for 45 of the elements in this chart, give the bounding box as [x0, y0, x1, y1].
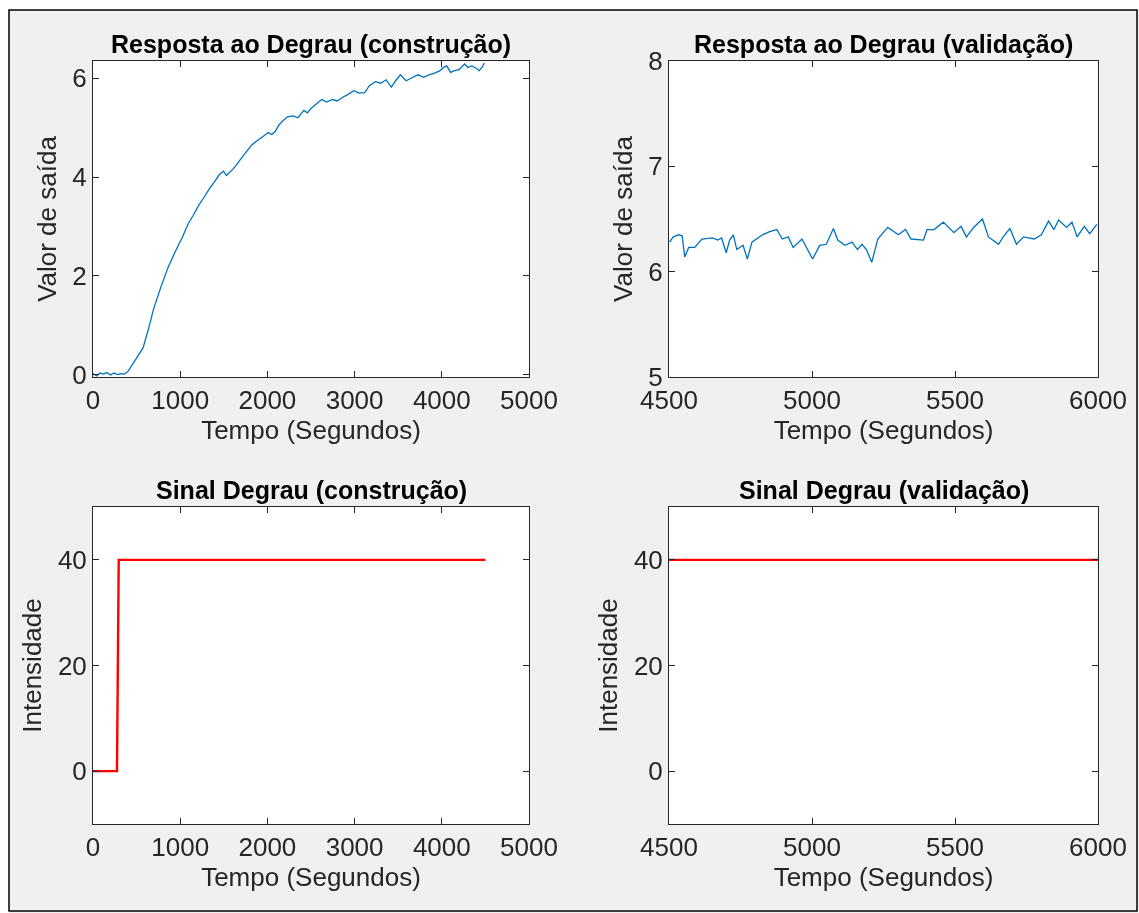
y-tick-label: 20 — [633, 650, 663, 681]
x-tick-label: 5000 — [500, 385, 558, 416]
x-tick-label: 2000 — [238, 385, 297, 416]
y-tick-label: 0 — [648, 756, 663, 787]
x-tick-label: 3000 — [325, 832, 384, 863]
chart-title: Sinal Degrau (validação) — [739, 476, 1030, 504]
line-series — [669, 218, 1098, 263]
y-tick-label: 4 — [72, 162, 87, 193]
y-tick-label: 40 — [57, 544, 87, 575]
x-tick-label: 4500 — [640, 832, 698, 863]
x-axis-title: Tempo (Segundos) — [201, 415, 421, 446]
x-tick-label: 1000 — [151, 385, 210, 416]
line-series — [93, 62, 485, 377]
y-tick-label: 6 — [72, 63, 87, 94]
x-tick-label: 5000 — [500, 832, 558, 863]
x-axis-title: Tempo (Segundos) — [773, 862, 994, 893]
chart-title: Sinal Degrau (construção) — [156, 476, 468, 504]
y-tick-label: 0 — [72, 359, 87, 390]
y-tick-label: 6 — [648, 256, 663, 287]
x-tick-label: 2000 — [238, 832, 297, 863]
y-tick-label: 7 — [648, 151, 663, 182]
y-tick-label: 0 — [72, 756, 87, 787]
x-axis-title: Tempo (Segundos) — [201, 862, 421, 893]
y-axis-title: Valor de saída — [607, 135, 638, 302]
x-tick-label: 5000 — [783, 385, 841, 416]
x-tick-label: 5500 — [926, 385, 984, 416]
y-tick-label: 8 — [648, 46, 663, 77]
y-tick-label: 20 — [57, 650, 87, 681]
x-tick-label: 6000 — [1069, 832, 1127, 863]
chart-title: Resposta ao Degrau (construção) — [111, 30, 512, 58]
chart-title: Resposta ao Degrau (validação) — [694, 30, 1074, 58]
y-tick-label: 40 — [633, 544, 663, 575]
x-tick-label: 4500 — [640, 385, 698, 416]
x-tick-label: 1000 — [151, 832, 210, 863]
x-tick-label: 4000 — [412, 832, 471, 863]
x-tick-label: 3000 — [325, 385, 384, 416]
y-axis-title: Intensidade — [593, 598, 624, 733]
x-tick-label: 6000 — [1069, 385, 1127, 416]
y-axis-title: Valor de saída — [31, 135, 62, 302]
y-tick-label: 2 — [72, 260, 87, 291]
x-tick-label: 5000 — [783, 832, 841, 863]
x-tick-label: 5500 — [926, 832, 984, 863]
x-axis-title: Tempo (Segundos) — [773, 415, 994, 446]
x-tick-label: 4000 — [412, 385, 471, 416]
y-axis-title: Intensidade — [17, 598, 48, 733]
